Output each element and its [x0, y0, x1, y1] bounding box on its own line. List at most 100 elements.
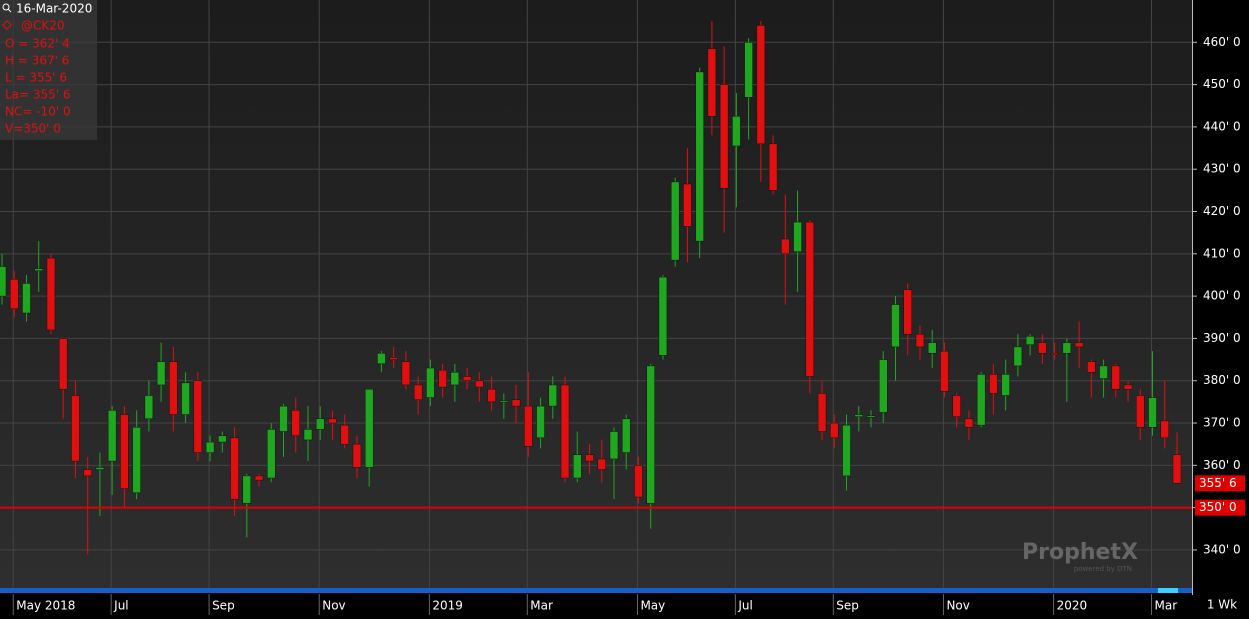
candle-body: [181, 382, 190, 415]
candle-body: [144, 395, 154, 420]
candle-body: [511, 399, 521, 407]
x-tick-label: Sep: [212, 599, 235, 613]
candle-body: [71, 395, 80, 462]
candle-body: [695, 71, 704, 242]
candle-body: [1062, 342, 1072, 354]
candle-body: [9, 278, 19, 310]
candle-body: [597, 458, 606, 470]
candle-body: [1099, 365, 1108, 379]
candle-body: [22, 283, 31, 314]
x-tick-label: May 2018: [16, 599, 75, 613]
y-tick-label: 400' 0: [1203, 289, 1241, 303]
candle-body: [58, 338, 68, 390]
candle-body: [83, 469, 92, 477]
y-tick-label: 430' 0: [1203, 162, 1241, 176]
candle-body: [218, 435, 227, 443]
plot-area: [0, 0, 1192, 588]
candle-body: [536, 405, 545, 439]
candle-body: [609, 431, 619, 460]
candle-body: [940, 350, 949, 392]
symbol-icon: [2, 20, 12, 30]
scroll-bar: [0, 588, 1192, 593]
candle-body: [1123, 384, 1133, 390]
candle-body: [95, 467, 105, 470]
info-box: [0, 0, 97, 140]
x-tick-label: Mar: [530, 599, 553, 613]
candle-body: [352, 443, 362, 468]
candle-body: [830, 422, 839, 439]
candle-body: [193, 380, 203, 453]
info-lines: O = 362' 4 H = 367' 6 L = 355' 6 La= 355' 6…: [5, 37, 71, 136]
price-line-label: 350' 0: [1199, 500, 1237, 514]
x-tick-label: 2019: [432, 599, 463, 613]
candle-body: [413, 384, 423, 401]
brand: ProphetX: [1022, 540, 1138, 565]
candle-body: [989, 374, 998, 394]
candle-body: [891, 304, 900, 348]
candle-body: [707, 48, 717, 117]
info-line: O = 362' 4: [5, 37, 70, 51]
candle-body: [952, 395, 961, 417]
candle-body: [1087, 361, 1096, 373]
candle-body: [1074, 342, 1084, 348]
candle-body: [0, 266, 7, 297]
price-line-label-box: [1195, 499, 1245, 516]
candle-body: [793, 221, 802, 252]
candle-body: [303, 429, 313, 441]
y-axis-area: [1192, 0, 1249, 615]
x-tick-label: Nov: [946, 599, 969, 613]
x-tick-label: 2020: [1057, 599, 1088, 613]
x-tick-label: Jul: [737, 599, 752, 613]
y-tick-label: 370' 0: [1203, 416, 1241, 430]
candle-body: [573, 454, 582, 479]
y-tick-label: 440' 0: [1203, 119, 1241, 133]
magnifier-icon: [2, 3, 10, 11]
candle-body: [254, 475, 264, 481]
candle-body: [328, 418, 337, 424]
x-tick-label: Sep: [836, 599, 859, 613]
brand-sub: powered by DTN: [1074, 565, 1132, 573]
candle-body: [426, 367, 435, 398]
candle-body: [866, 415, 876, 418]
candle-body: [524, 405, 533, 447]
info-line: NC= -10' 0: [5, 105, 71, 119]
candle-body: [683, 183, 692, 227]
candle-body: [560, 384, 570, 479]
candle-body: [1148, 397, 1157, 428]
info-line: La= 355' 6: [5, 88, 71, 102]
candle-body: [646, 365, 655, 504]
candle-body: [1160, 420, 1170, 439]
candle-body: [927, 342, 937, 354]
candle-body: [450, 372, 460, 386]
candle-body: [315, 418, 325, 430]
candle-body: [842, 424, 851, 477]
candle-body: [487, 388, 496, 403]
magnifier-icon: [7, 8, 12, 13]
y-tick-label: 450' 0: [1203, 77, 1241, 91]
candle-body: [1025, 336, 1035, 346]
candle-body: [364, 388, 374, 468]
y-tick-label: 390' 0: [1203, 331, 1241, 345]
candles: [0, 21, 1182, 555]
last-price-label: 355' 6: [1199, 476, 1237, 490]
candle-body: [120, 414, 129, 489]
candle-body: [879, 359, 888, 413]
candle-body: [34, 268, 43, 271]
candle-body: [915, 333, 925, 348]
interval[interactable]: 1 Wk: [1207, 598, 1237, 612]
y-tick-label: 360' 0: [1203, 458, 1241, 472]
date: 16-Mar-2020: [16, 2, 92, 16]
x-axis-area: [0, 594, 1192, 615]
candle-body: [169, 361, 178, 415]
candle-body: [670, 181, 680, 261]
candle-body: [719, 84, 729, 189]
last-price-box: [1195, 475, 1245, 492]
candle-body: [291, 410, 300, 436]
candle-body: [1001, 374, 1010, 396]
scroll-thumb[interactable]: [1158, 588, 1178, 593]
symbol: @CK20: [21, 19, 65, 33]
candle-body: [634, 465, 643, 498]
candle-body: [401, 361, 411, 386]
candle-body: [267, 429, 276, 479]
